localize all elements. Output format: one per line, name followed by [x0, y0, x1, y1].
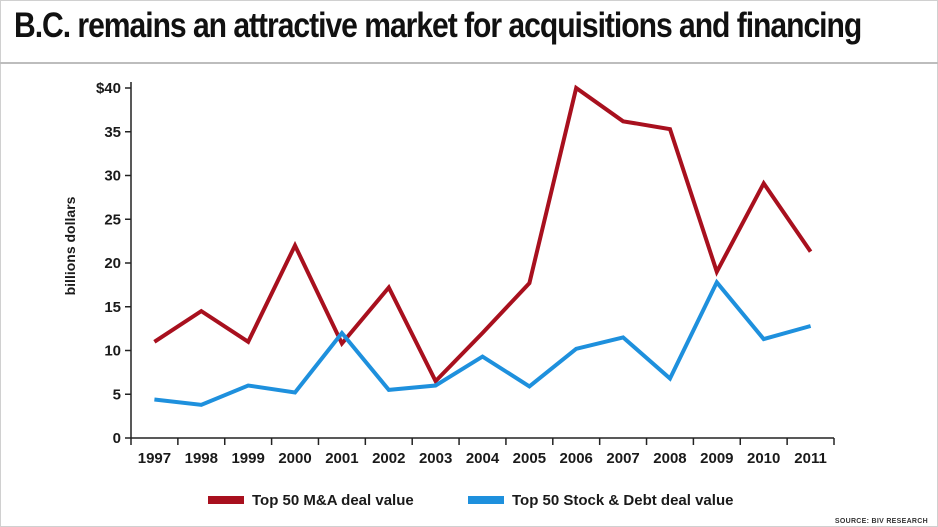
y-tick-label: 20: [104, 255, 121, 272]
x-tick-label: 1997: [138, 450, 171, 467]
legend-label-stock-debt: Top 50 Stock & Debt deal value: [512, 491, 734, 509]
x-tick-label: 2011: [794, 450, 827, 467]
series-lines: [153, 84, 813, 407]
y-axis-title: billions dollars: [62, 196, 78, 295]
x-axis-tick-labels: 1997 1998 1999 2000 2001 2002 2003 2004 2005 2006…: [138, 450, 827, 467]
chart-title: B.C. remains an attractive market for ac…: [14, 6, 862, 45]
axes: [125, 82, 835, 445]
x-tick-label: 2002: [372, 450, 405, 467]
x-tick-label: 2009: [700, 450, 733, 467]
y-tick-label: 10: [104, 343, 121, 360]
x-tick-label: 2001: [325, 450, 358, 467]
legend-item-stock-debt: Top 50 Stock & Debt deal value: [468, 490, 733, 510]
y-tick-label: 35: [104, 124, 121, 141]
x-tick-label: 2008: [653, 450, 686, 467]
y-tick-label: 5: [113, 386, 121, 403]
y-tick-label: $40: [96, 80, 121, 97]
legend-swatch-stock-debt: [468, 496, 504, 504]
x-tick-label: 2004: [466, 450, 500, 467]
title-divider: [0, 62, 938, 64]
series-line-ma: [153, 84, 813, 385]
source-note: SOURCE: BIV RESEARCH: [834, 518, 928, 525]
legend-label-ma: Top 50 M&A deal value: [252, 491, 414, 509]
y-tick-label: 15: [104, 299, 121, 316]
y-axis-tick-labels: 0 5 10 15 20 25 30 35 $40: [96, 80, 121, 447]
series-line-stock-debt: [154, 278, 812, 407]
y-tick-label: 30: [104, 168, 121, 185]
x-tick-label: 1999: [231, 450, 264, 467]
x-tick-label: 2005: [513, 450, 546, 467]
x-tick-label: 2010: [747, 450, 780, 467]
y-tick-label: 0: [113, 430, 121, 447]
x-tick-label: 2000: [278, 450, 311, 467]
x-tick-label: 2007: [606, 450, 639, 467]
legend-item-ma: Top 50 M&A deal value: [208, 490, 414, 510]
x-tick-label: 1998: [185, 450, 218, 467]
y-tick-label: 25: [104, 211, 121, 228]
x-tick-label: 2003: [419, 450, 452, 467]
x-tick-label: 2006: [560, 450, 593, 467]
legend-swatch-ma: [208, 496, 244, 504]
